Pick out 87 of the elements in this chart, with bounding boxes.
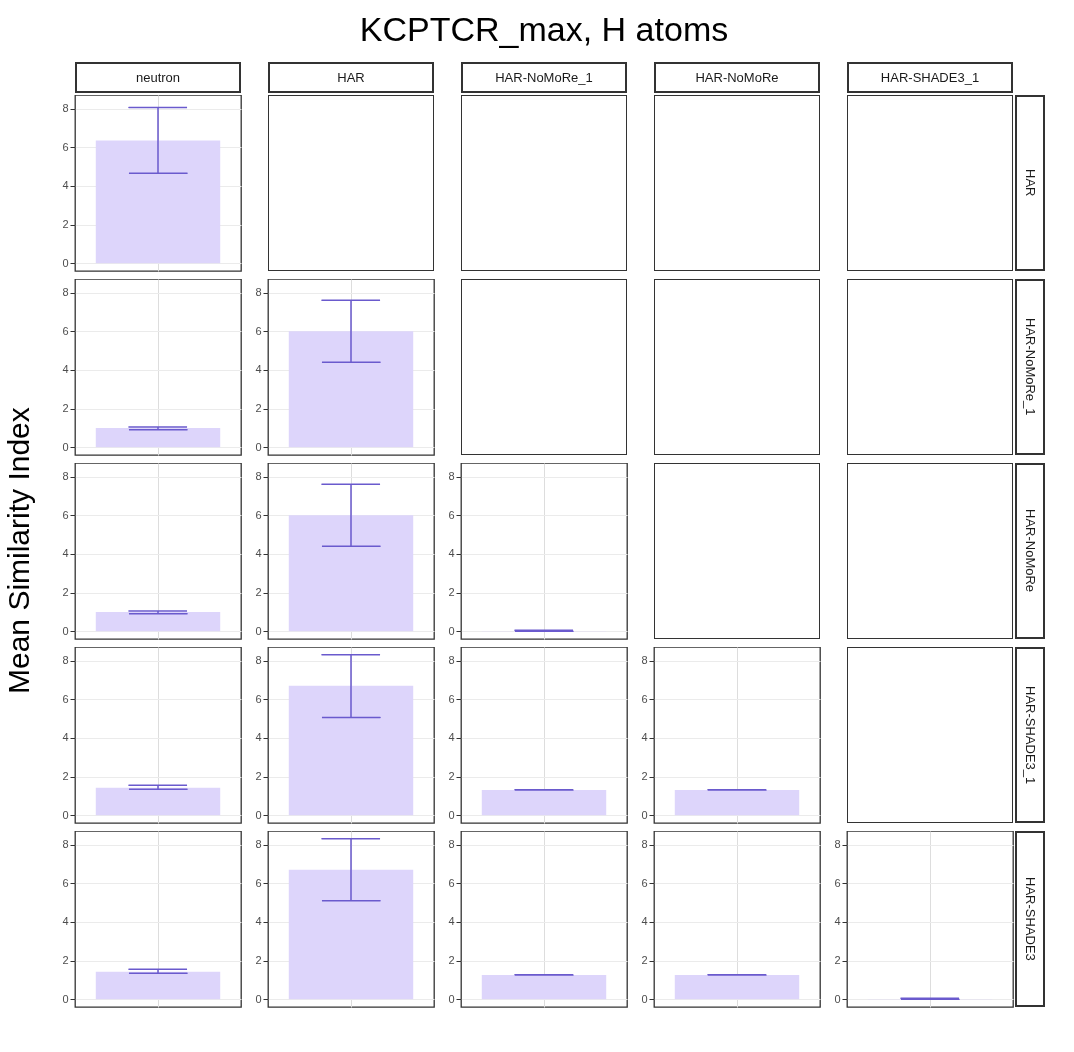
y-tick-label: 2 bbox=[641, 954, 648, 967]
y-tick-label: 2 bbox=[62, 954, 69, 967]
text: Mean Similarity Index bbox=[2, 406, 36, 697]
y-tick-label: 6 bbox=[62, 692, 69, 705]
text: HAR-NoMoRe bbox=[1022, 509, 1038, 593]
y-tick-label: 6 bbox=[62, 876, 69, 889]
text: HAR-SHADE3_1 bbox=[847, 62, 1013, 93]
y-tick-label: 0 bbox=[255, 808, 262, 821]
y-tick-label: 4 bbox=[641, 731, 648, 744]
y-tick-label: 2 bbox=[255, 586, 262, 599]
text: HAR bbox=[1022, 169, 1038, 197]
y-tick-label: 4 bbox=[255, 915, 262, 928]
y-tick-label: 6 bbox=[255, 324, 262, 337]
y-tick-label: 0 bbox=[641, 992, 648, 1005]
y-tick-label: 8 bbox=[834, 838, 841, 851]
y-tick-label: 0 bbox=[62, 992, 69, 1005]
y-tick-label: 4 bbox=[255, 547, 262, 560]
y-tick-label: 8 bbox=[62, 286, 69, 299]
y-tick-label: 6 bbox=[641, 876, 648, 889]
y-tick-label: 4 bbox=[834, 915, 841, 928]
y-tick-label: 4 bbox=[448, 731, 455, 744]
text: HAR-NoMoRe_1 bbox=[1022, 318, 1038, 416]
y-tick-label: 8 bbox=[62, 838, 69, 851]
y-tick-label: 2 bbox=[62, 770, 69, 783]
y-tick-label: 8 bbox=[448, 654, 455, 667]
y-tick-label: 6 bbox=[255, 692, 262, 705]
text: HAR-NoMoRe bbox=[654, 62, 820, 93]
y-tick-label: 4 bbox=[62, 363, 69, 376]
y-tick-label: 6 bbox=[448, 876, 455, 889]
y-tick-label: 2 bbox=[448, 586, 455, 599]
y-tick-label: 0 bbox=[62, 808, 69, 821]
y-tick-label: 2 bbox=[255, 770, 262, 783]
y-tick-label: 0 bbox=[448, 624, 455, 637]
y-tick-label: 8 bbox=[448, 470, 455, 483]
y-tick-label: 0 bbox=[255, 624, 262, 637]
y-tick-label: 0 bbox=[255, 992, 262, 1005]
y-tick-label: 4 bbox=[62, 731, 69, 744]
y-tick-label: 0 bbox=[448, 992, 455, 1005]
y-tick-label: 2 bbox=[62, 402, 69, 415]
y-tick-label: 6 bbox=[834, 876, 841, 889]
y-tick-label: 2 bbox=[641, 770, 648, 783]
y-tick-label: 6 bbox=[255, 508, 262, 521]
y-tick-label: 8 bbox=[448, 838, 455, 851]
y-tick-label: 0 bbox=[834, 992, 841, 1005]
y-tick-label: 0 bbox=[641, 808, 648, 821]
y-tick-label: 4 bbox=[448, 915, 455, 928]
y-tick-label: 8 bbox=[62, 470, 69, 483]
text: HAR-NoMoRe_1 bbox=[461, 62, 627, 93]
y-tick-label: 8 bbox=[62, 654, 69, 667]
y-tick-label: 8 bbox=[641, 838, 648, 851]
y-tick-label: 6 bbox=[62, 508, 69, 521]
y-tick-label: 2 bbox=[448, 954, 455, 967]
y-tick-label: 2 bbox=[255, 402, 262, 415]
y-tick-label: 8 bbox=[255, 286, 262, 299]
y-tick-label: 8 bbox=[255, 654, 262, 667]
y-tick-label: 6 bbox=[62, 324, 69, 337]
y-tick-label: 4 bbox=[62, 915, 69, 928]
y-tick-label: 0 bbox=[62, 256, 69, 269]
y-tick-label: 6 bbox=[448, 508, 455, 521]
y-tick-label: 0 bbox=[62, 624, 69, 637]
y-tick-label: 6 bbox=[641, 692, 648, 705]
y-tick-label: 4 bbox=[641, 915, 648, 928]
y-tick-label: 6 bbox=[62, 140, 69, 153]
y-tick-label: 4 bbox=[62, 547, 69, 560]
y-tick-label: 6 bbox=[255, 876, 262, 889]
y-tick-label: 0 bbox=[448, 808, 455, 821]
text: KCPTCR_max, H atoms bbox=[358, 10, 730, 49]
y-tick-label: 8 bbox=[641, 654, 648, 667]
y-tick-label: 2 bbox=[255, 954, 262, 967]
y-tick-label: 4 bbox=[448, 547, 455, 560]
y-tick-label: 2 bbox=[62, 586, 69, 599]
y-tick-label: 0 bbox=[62, 440, 69, 453]
text: HAR bbox=[268, 62, 434, 93]
y-tick-label: 2 bbox=[62, 218, 69, 231]
chart-title: neutron bbox=[75, 62, 241, 93]
y-tick-label: 8 bbox=[62, 102, 69, 115]
y-tick-label: 8 bbox=[255, 838, 262, 851]
y-tick-label: 4 bbox=[255, 731, 262, 744]
y-tick-label: 0 bbox=[255, 440, 262, 453]
y-tick-label: 4 bbox=[255, 363, 262, 376]
y-tick-label: 2 bbox=[448, 770, 455, 783]
y-tick-label: 4 bbox=[62, 179, 69, 192]
y2-axis-title: HAR-SHADE3 bbox=[1022, 877, 1038, 961]
y-tick-label: 2 bbox=[834, 954, 841, 967]
y-tick-label: 8 bbox=[255, 470, 262, 483]
y-tick-label: 6 bbox=[448, 692, 455, 705]
text: HAR-SHADE3_1 bbox=[1022, 685, 1038, 785]
